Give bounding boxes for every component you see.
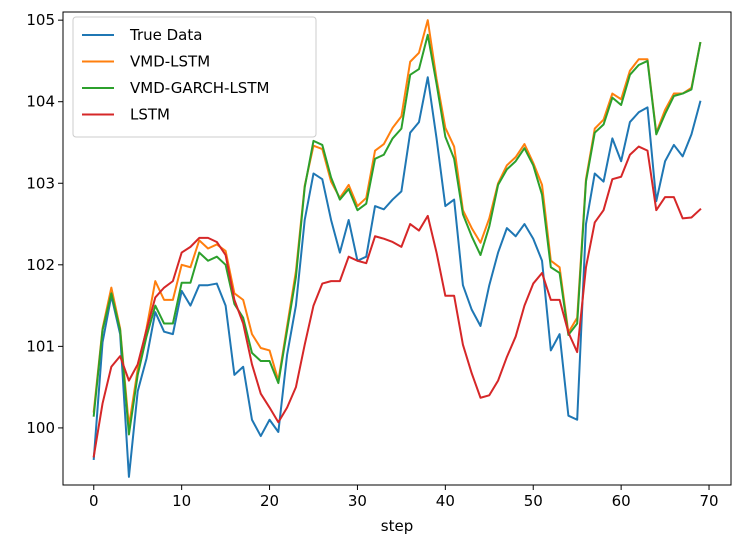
x-axis-label: step	[381, 517, 413, 535]
series-lines	[92, 19, 702, 478]
x-axis: 0 10 20 30 40 50 60 70	[89, 485, 719, 510]
legend-label-1: VMD-LSTM	[130, 53, 210, 71]
y-tick-label: 103	[26, 174, 55, 192]
y-tick-label: 100	[26, 419, 55, 437]
series-line-3	[92, 145, 702, 458]
legend: True Data VMD-LSTM VMD-GARCH-LSTM LSTM	[72, 16, 317, 138]
y-tick-label: 105	[26, 11, 55, 29]
series-line-0	[92, 76, 702, 478]
y-tick-label: 102	[26, 256, 55, 274]
legend-label-3: LSTM	[130, 106, 170, 124]
legend-label-2: VMD-GARCH-LSTM	[130, 79, 269, 97]
series-line-1	[92, 19, 702, 428]
x-tick-label: 50	[524, 492, 543, 510]
y-tick-label: 101	[26, 337, 55, 355]
plot-frame	[62, 11, 732, 486]
x-tick-label: 40	[436, 492, 455, 510]
series-line-2	[92, 33, 702, 436]
y-axis: 100 101 102 103 104 105	[26, 11, 63, 437]
x-tick-label: 30	[348, 492, 367, 510]
x-tick-label: 70	[699, 492, 718, 510]
x-tick-label: 0	[89, 492, 99, 510]
legend-label-0: True Data	[129, 26, 202, 44]
y-tick-label: 104	[26, 93, 55, 111]
x-tick-label: 60	[612, 492, 631, 510]
x-tick-label: 20	[260, 492, 279, 510]
legend-box	[72, 16, 317, 138]
x-tick-label: 10	[172, 492, 191, 510]
